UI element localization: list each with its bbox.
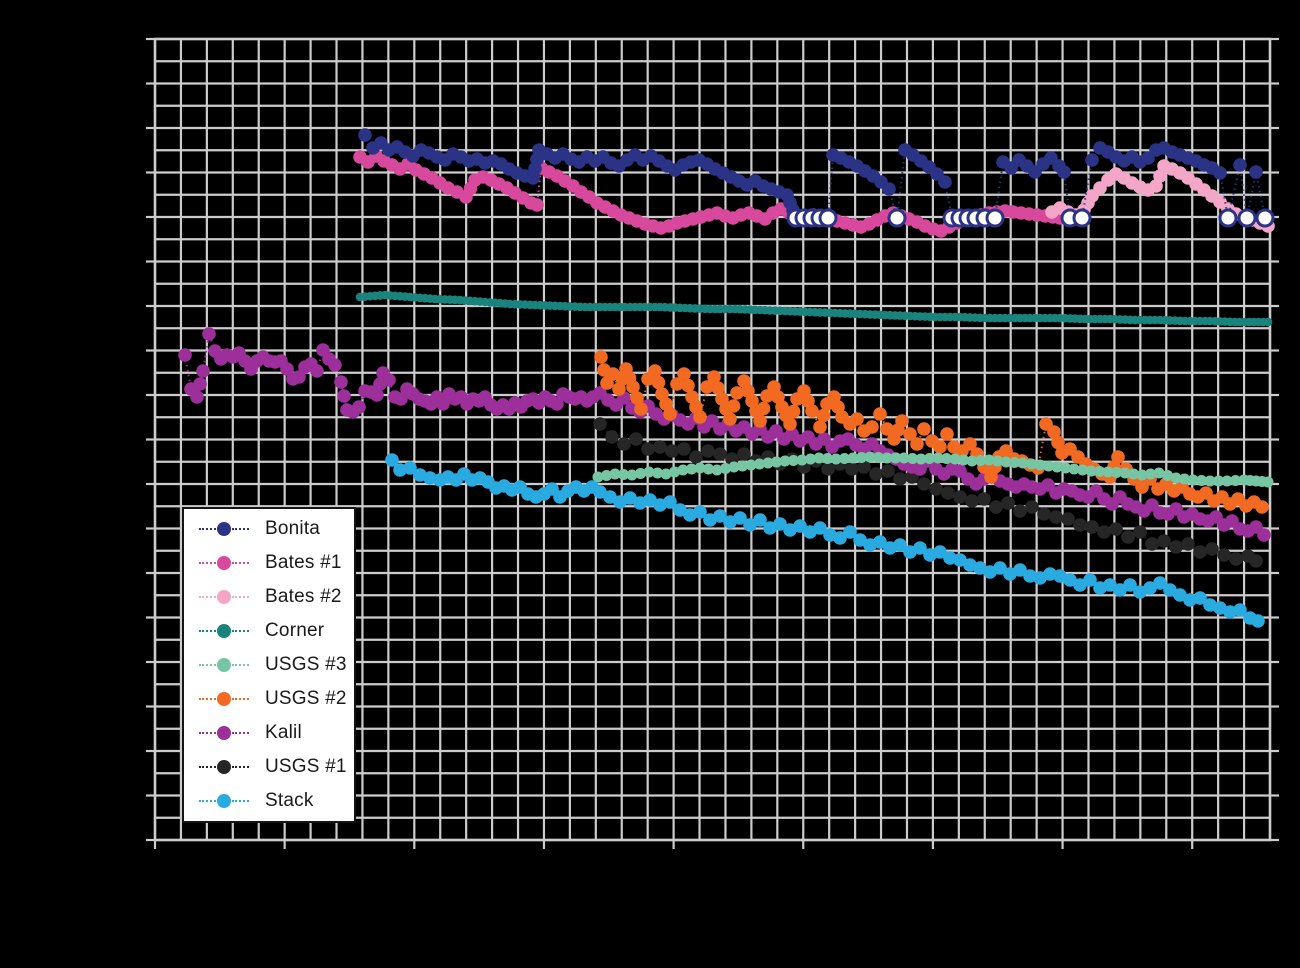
legend-marker-dot xyxy=(192,589,256,604)
legend-item-kalil: Kalil xyxy=(184,717,354,750)
legend-item-stack: Stack xyxy=(184,785,354,818)
legend-marker-dot xyxy=(192,726,256,741)
legend-label: USGS #1 xyxy=(265,756,347,778)
legend-marker-dot xyxy=(192,521,256,536)
legend-label: Corner xyxy=(265,619,325,641)
legend-item-usgs-3: USGS #3 xyxy=(184,648,354,681)
legend-marker-dot xyxy=(192,760,256,775)
legend-label: Bonita xyxy=(265,517,321,539)
legend-marker-dot xyxy=(192,555,256,570)
legend-label: Bates #2 xyxy=(265,585,342,607)
legend-item-usgs-2: USGS #2 xyxy=(184,683,354,716)
legend-label: Kalil xyxy=(265,722,302,744)
legend-label: USGS #2 xyxy=(265,688,347,710)
legend-label: Stack xyxy=(265,790,314,812)
legend: Bonita Bates #1 Bates #2 Corner USGS #3 … xyxy=(182,507,356,823)
legend-label: Bates #1 xyxy=(265,551,342,573)
legend-item-corner: Corner xyxy=(184,614,354,647)
legend-item-usgs-1: USGS #1 xyxy=(184,751,354,784)
legend-marker-dot xyxy=(192,657,256,672)
legend-marker-dot xyxy=(192,794,256,809)
legend-label: USGS #3 xyxy=(265,653,347,675)
legend-item-bates-2: Bates #2 xyxy=(184,580,354,613)
legend-item-bates-1: Bates #1 xyxy=(184,546,354,579)
legend-item-bonita: Bonita xyxy=(184,512,354,545)
legend-marker-dot xyxy=(192,692,256,707)
legend-marker-dot xyxy=(192,623,256,638)
